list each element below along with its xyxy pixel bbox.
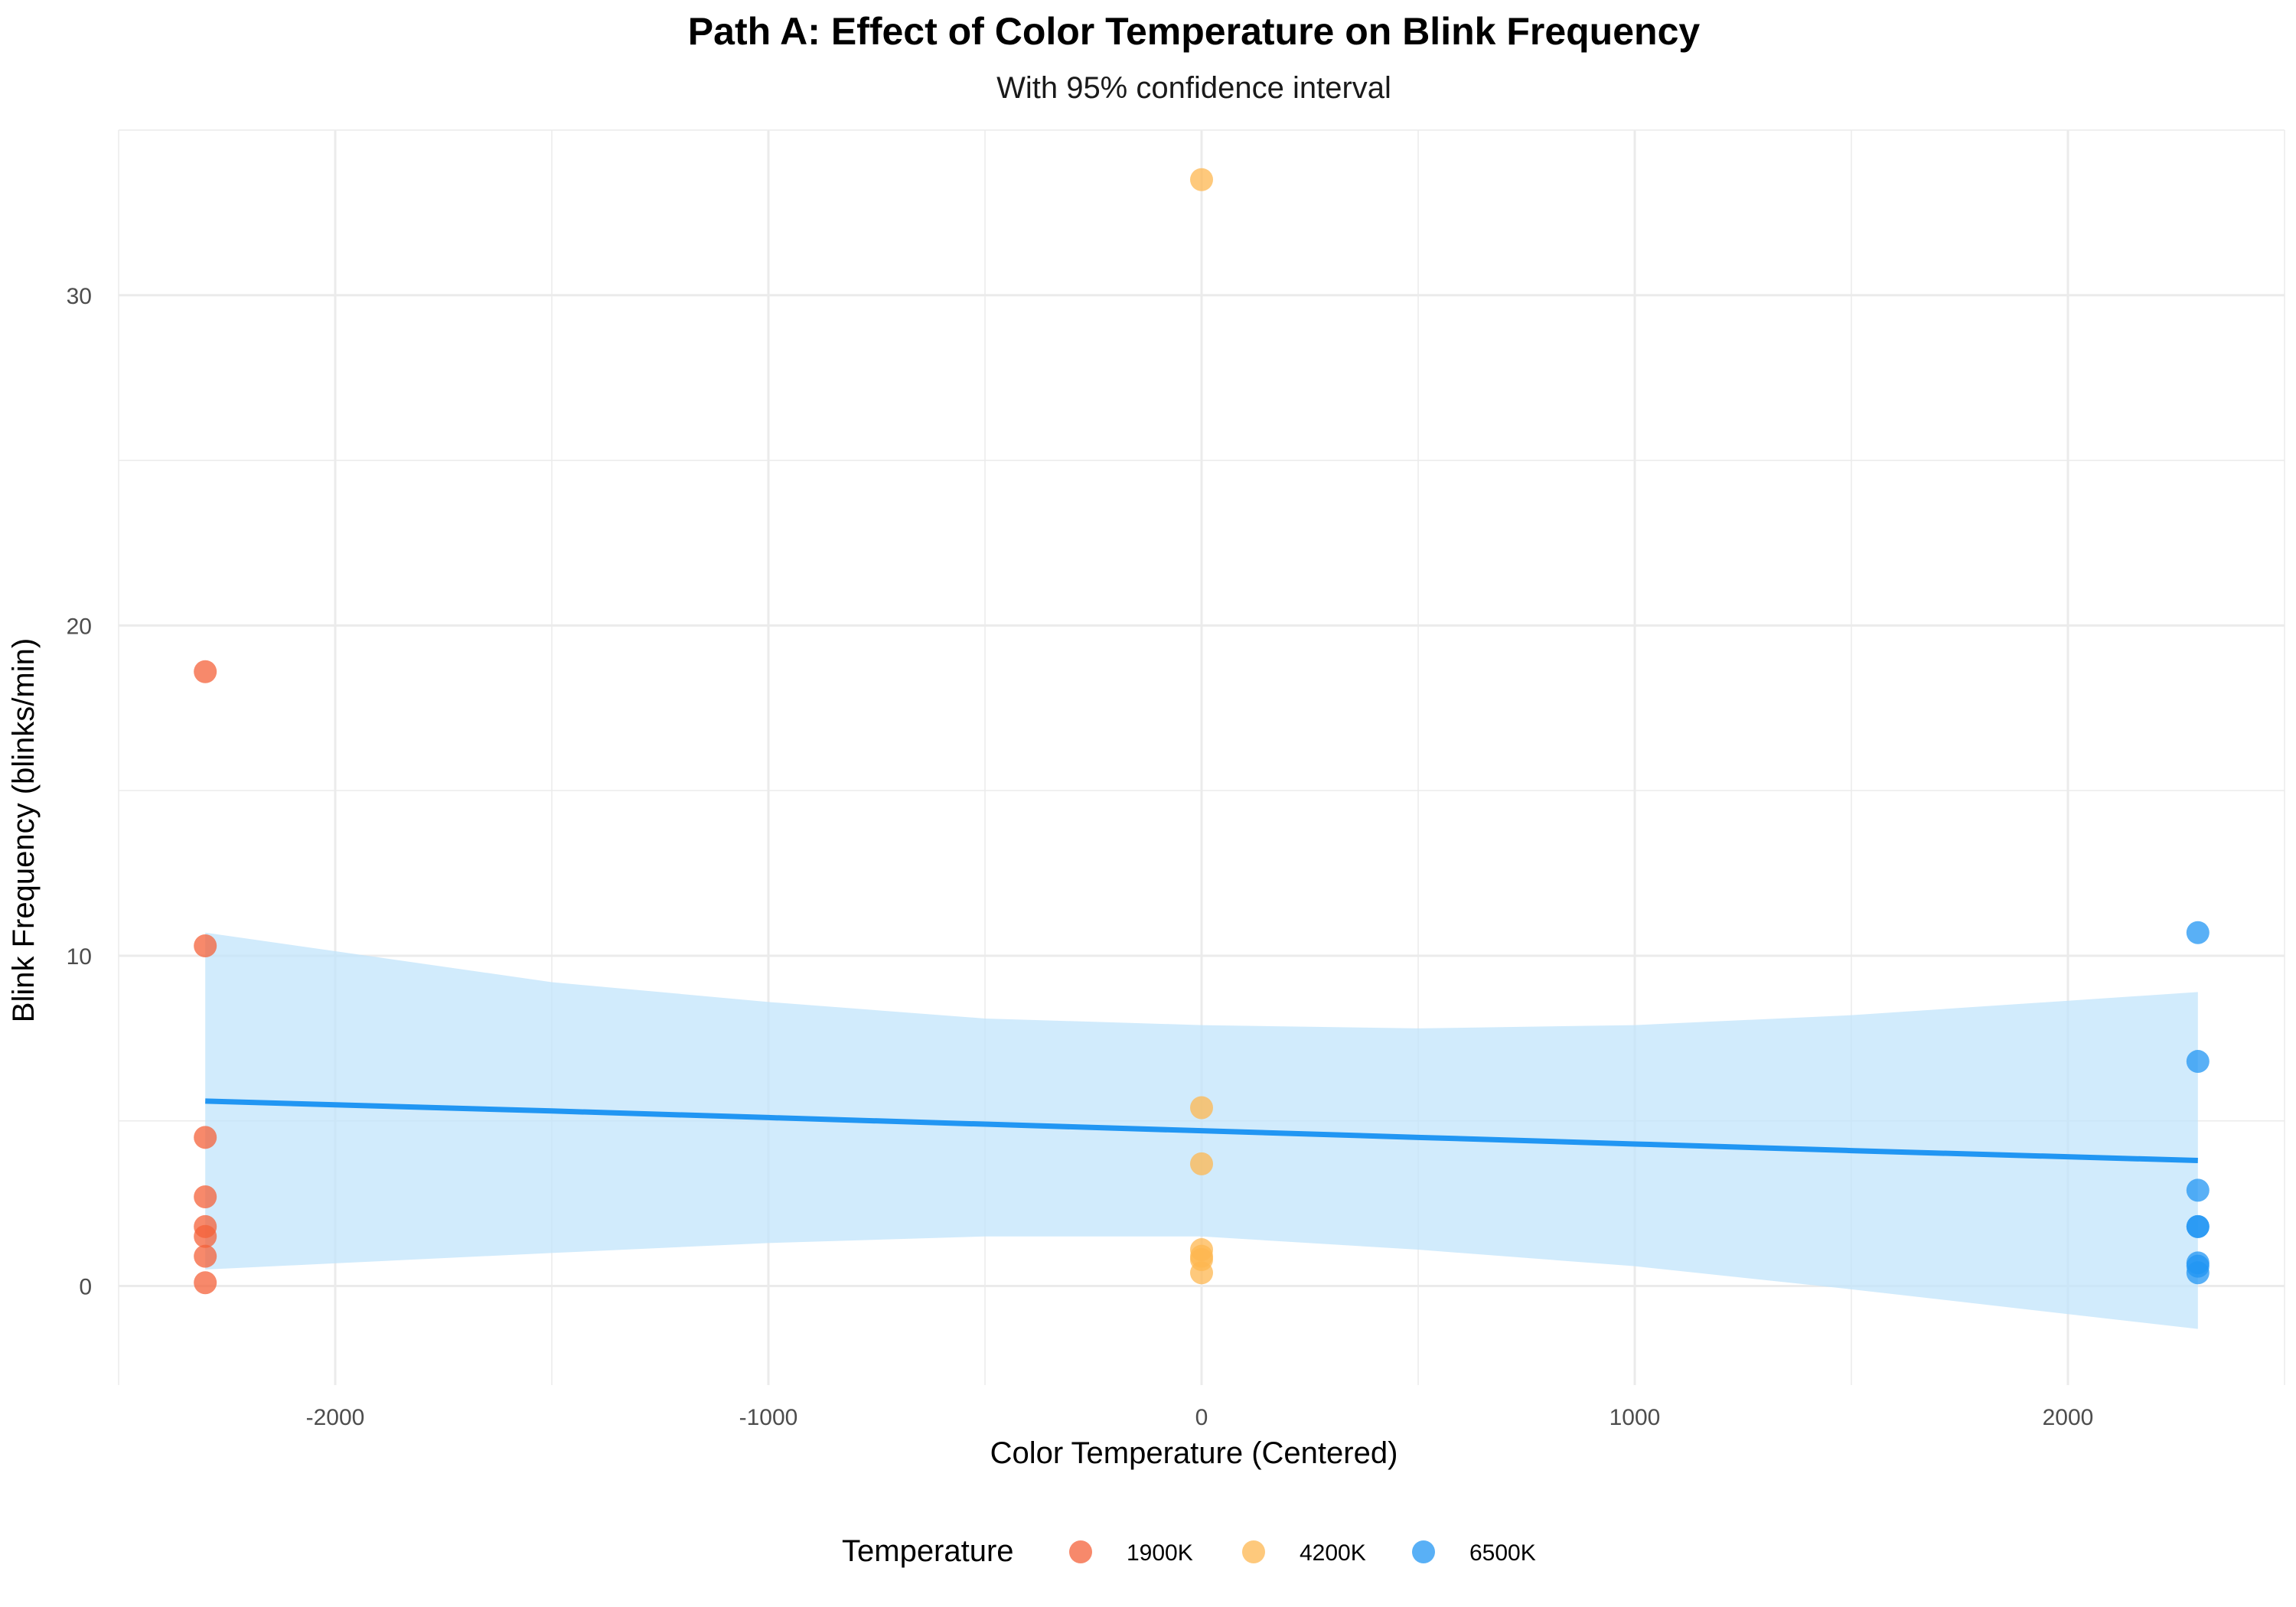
- data-point-1900k: [194, 934, 217, 957]
- data-point-1900k: [194, 660, 217, 683]
- x-tick-label: 2000: [2043, 1405, 2094, 1430]
- data-point-1900k: [194, 1244, 217, 1268]
- y-tick-label: 20: [67, 614, 92, 639]
- legend-title: Temperature: [842, 1534, 1014, 1568]
- data-point-4200k: [1190, 1096, 1213, 1120]
- regression-line-layer: [205, 1098, 2198, 1164]
- regression-line: [205, 1098, 2198, 1164]
- x-axis-title: Color Temperature (Centered): [990, 1436, 1398, 1470]
- data-points: [194, 168, 2210, 1295]
- data-point-4200k: [1190, 1261, 1213, 1285]
- data-point-6500k: [2186, 1050, 2210, 1074]
- data-point-4200k: [1190, 1152, 1213, 1175]
- legend: Temperature 1900K 4200K 6500K: [842, 1534, 1536, 1568]
- legend-key-1900k: [1069, 1540, 1092, 1563]
- data-point-1900k: [194, 1185, 217, 1208]
- x-tick-label: 1000: [1609, 1405, 1661, 1430]
- y-tick-label: 30: [67, 284, 92, 309]
- chart-subtitle: With 95% confidence interval: [996, 71, 1391, 105]
- legend-label-1900k: 1900K: [1127, 1540, 1193, 1566]
- legend-key-4200k: [1242, 1540, 1265, 1563]
- data-point-6500k: [2186, 921, 2210, 944]
- legend-label-4200k: 4200K: [1300, 1540, 1366, 1566]
- data-point-1900k: [194, 1224, 217, 1248]
- y-tick-label: 10: [67, 944, 92, 970]
- data-point-1900k: [194, 1126, 217, 1149]
- data-point-1900k: [194, 1271, 217, 1295]
- y-tick-label: 0: [79, 1275, 92, 1300]
- data-point-6500k: [2186, 1261, 2210, 1285]
- data-point-6500k: [2186, 1178, 2210, 1202]
- legend-key-6500k: [1412, 1540, 1435, 1563]
- x-tick-label: -2000: [306, 1405, 365, 1430]
- chart-title: Path A: Effect of Color Temperature on B…: [688, 10, 1701, 53]
- x-tick-label: -1000: [739, 1405, 798, 1430]
- data-point-6500k: [2186, 1214, 2210, 1238]
- x-tick-label: 0: [1195, 1405, 1208, 1430]
- y-axis-title: Blink Frequency (blinks/min): [7, 638, 41, 1022]
- tick-labels: -2000 -1000 0 1000 2000 0 10 20 30: [67, 284, 2094, 1430]
- data-point-4200k: [1190, 168, 1213, 191]
- legend-label-6500k: 6500K: [1469, 1540, 1536, 1566]
